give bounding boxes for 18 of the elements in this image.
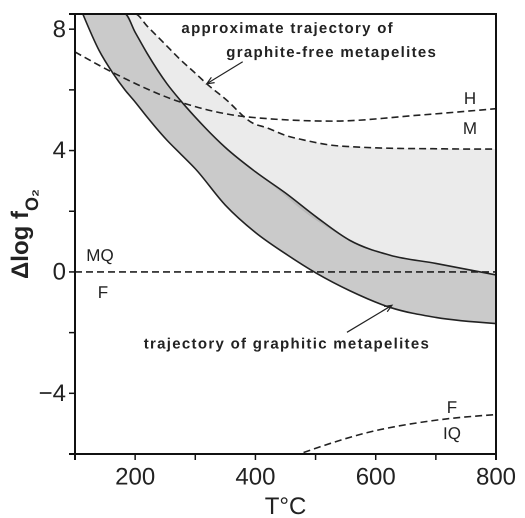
annotation: F xyxy=(98,282,108,302)
annotation: M xyxy=(462,118,478,138)
x-tick-label: 200 xyxy=(115,464,156,491)
line-series xyxy=(302,414,496,454)
x-axis-title: T°C xyxy=(264,493,306,518)
annotation: MQ xyxy=(86,246,114,265)
annotation: H xyxy=(464,88,476,108)
x-tick-label: 800 xyxy=(476,464,516,491)
x-tick-label: 600 xyxy=(356,464,396,491)
x-tick-label: 400 xyxy=(235,464,276,491)
y-tick-label: 0 xyxy=(52,258,66,286)
y-tick-label: 4 xyxy=(52,137,66,164)
y-tick-label: 8 xyxy=(52,16,66,43)
y-tick-label: −4 xyxy=(38,380,66,407)
annotation: F xyxy=(446,398,458,417)
annotation: trajectory of graphitic metapelites xyxy=(144,335,430,352)
annotation: approximate trajectory of graphite-free metapelites xyxy=(181,20,438,61)
annotation: IQ xyxy=(443,424,461,443)
